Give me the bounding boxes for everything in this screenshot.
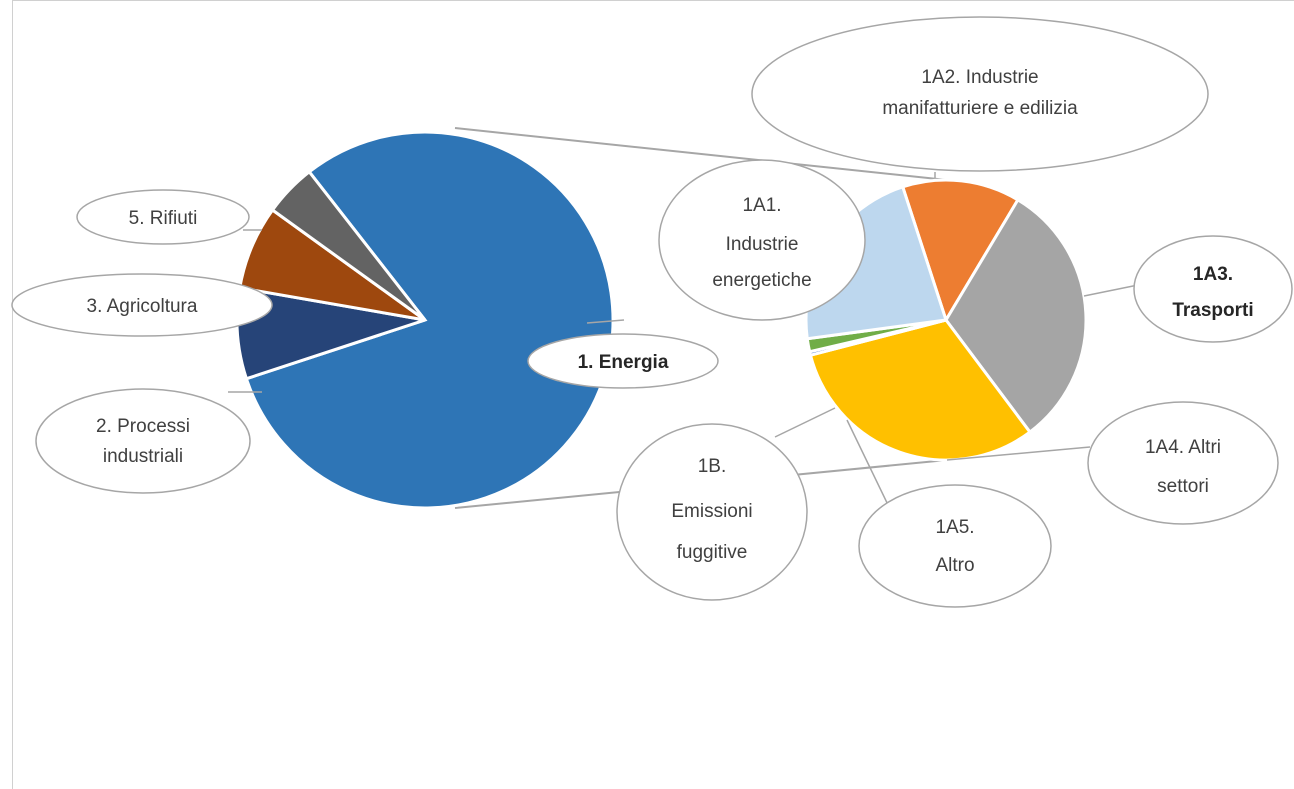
label-1a5-line2: Altro xyxy=(935,555,974,576)
label-1a4-line1: 1A4. Altri xyxy=(1145,437,1221,458)
callout-processi: 2. Processi industriali xyxy=(35,388,251,494)
pie-slice-1a3-trasporti xyxy=(944,197,1088,435)
callout-1a3: 1A3. Trasporti xyxy=(1133,235,1293,343)
leader-lines xyxy=(228,172,1139,510)
label-1b-line3: fuggitive xyxy=(677,542,748,563)
label-processi-line2: industriali xyxy=(103,446,183,467)
chart-area xyxy=(12,0,1294,789)
label-1a3-line1: 1A3. xyxy=(1193,264,1233,285)
secondary-pie xyxy=(804,178,1088,462)
label-energia: 1. Energia xyxy=(578,352,669,373)
leader-energia xyxy=(586,319,625,324)
pie-slice-1a4-altri-settori xyxy=(808,318,1033,462)
callout-1a4: 1A4. Altri settori xyxy=(1087,401,1279,525)
label-processi-line1: 2. Processi xyxy=(96,416,190,437)
label-1a5-line1: 1A5. xyxy=(935,517,974,538)
label-1a1-line3: energetiche xyxy=(712,270,811,291)
callout-1a5: 1A5. Altro xyxy=(858,484,1052,608)
pie-connector-top xyxy=(454,127,948,181)
callout-rifiuti: 5. Rifiuti xyxy=(76,189,250,245)
callout-1b: 1B. Emissioni fuggitive xyxy=(616,423,808,601)
label-rifiuti: 5. Rifiuti xyxy=(129,208,198,229)
callout-agricoltura: 3. Agricoltura xyxy=(11,273,273,337)
label-1a2-line2: manifatturiere e edilizia xyxy=(882,98,1078,119)
label-1a1-line1: 1A1. xyxy=(742,195,781,216)
label-1a2-line1: 1A2. Industrie xyxy=(921,67,1038,88)
callout-1a2: 1A2. Industrie manifatturiere e edilizia xyxy=(751,16,1209,172)
pie-slice-5-rifiuti xyxy=(270,169,427,322)
main-pie xyxy=(235,130,615,510)
pie-slice-1a2-industrie-manifatturiere-e-edilizia xyxy=(900,178,1020,324)
callout-energia: 1. Energia xyxy=(527,333,719,389)
label-1a1-line2: Industrie xyxy=(726,234,799,255)
label-1a3-line2: Trasporti xyxy=(1172,300,1253,321)
label-1b-line1: 1B. xyxy=(698,456,727,477)
leader-1a3 xyxy=(1083,284,1139,297)
leader-1a5 xyxy=(846,419,891,510)
leader-1a4 xyxy=(946,446,1091,461)
callout-1a1: 1A1. Industrie energetiche xyxy=(658,159,866,321)
label-1b-line2: Emissioni xyxy=(671,501,752,522)
label-1a4-line2: settori xyxy=(1157,476,1209,497)
leader-1b xyxy=(774,407,836,438)
label-agricoltura: 3. Agricoltura xyxy=(87,296,198,317)
